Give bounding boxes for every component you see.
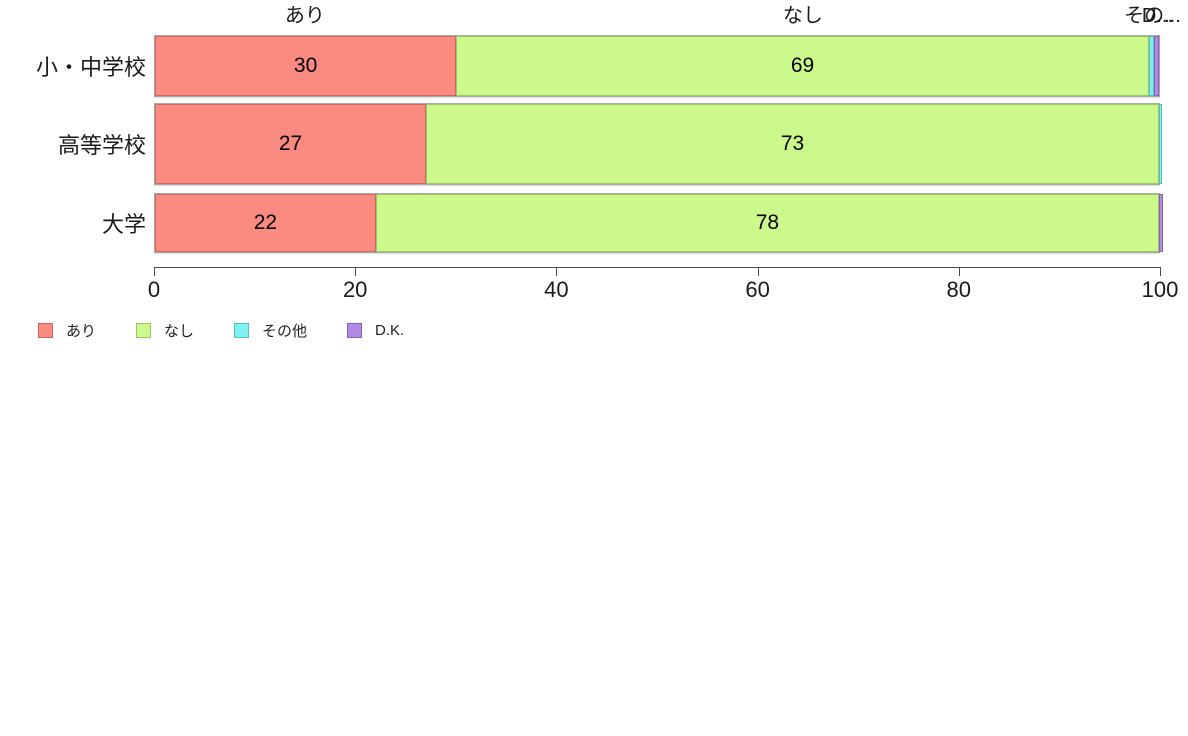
legend-item: なし xyxy=(136,320,194,341)
bar-segment-あり: 22 xyxy=(155,194,376,252)
x-axis-line xyxy=(154,267,1161,268)
axis-tick-label: 100 xyxy=(1141,277,1179,302)
legend-item: その他 xyxy=(234,320,307,341)
bar-row: 22 78 xyxy=(154,193,1163,253)
column-header: あり xyxy=(284,5,325,27)
axis-tick-label: 60 xyxy=(745,277,770,302)
legend-color-swatch-icon xyxy=(347,323,363,338)
axis-tick-label: 0 xyxy=(147,277,161,302)
bar-segment-あり: 27 xyxy=(155,104,427,184)
bar-segment-あり: 30 xyxy=(155,36,457,96)
axis-tick-label: 80 xyxy=(946,277,972,302)
bar-value-label: 30 xyxy=(293,54,318,77)
legend-item: D.K. xyxy=(347,322,404,339)
axis-tick xyxy=(154,267,155,276)
axis-tick xyxy=(556,267,558,276)
stacked-bar-chart: あり なし その... D... 小・中学校 高等学校 大学 30 69 27 73 22 78 あ… xyxy=(0,0,1188,360)
bar-value-label: 73 xyxy=(780,132,805,155)
bar-value-label: 27 xyxy=(278,132,303,155)
bar-segment-なし: 73 xyxy=(426,104,1159,184)
plot-area: 30 69 27 73 22 78 xyxy=(154,0,1163,267)
legend-label: その他 xyxy=(262,323,308,340)
axis-tick xyxy=(757,267,759,276)
bar-value-label: 78 xyxy=(755,211,780,234)
axis-tick xyxy=(958,267,960,276)
category-label: 大学 xyxy=(101,212,146,237)
bar-value-label: 69 xyxy=(790,54,815,77)
legend: あり なし その他 D.K. xyxy=(38,320,404,341)
bar-segment-なし: 69 xyxy=(456,36,1149,96)
column-header: なし xyxy=(782,5,823,27)
legend-color-swatch-icon xyxy=(234,323,250,338)
bar-segment-なし: 78 xyxy=(375,194,1159,252)
bar-segment-その他 xyxy=(1158,104,1162,184)
bar-row: 27 73 xyxy=(154,103,1162,185)
legend-label: なし xyxy=(164,323,195,340)
axis-tick-label: 40 xyxy=(544,277,569,302)
category-labels: 小・中学校高等学校大学 xyxy=(0,0,148,270)
bar-segment-D.K. xyxy=(1153,36,1159,96)
bar-segment-その他 xyxy=(1148,36,1154,96)
column-header: その... xyxy=(1124,5,1181,27)
legend-label: あり xyxy=(66,323,97,340)
legend-item: あり xyxy=(38,320,96,341)
bar-value-label: 22 xyxy=(253,211,278,234)
legend-color-swatch-icon xyxy=(136,323,152,338)
bar-segment-D.K. xyxy=(1158,194,1163,252)
column-headers: あり なし その... D... xyxy=(154,4,1181,30)
axis-tick xyxy=(1160,267,1161,276)
column-header: D... xyxy=(1141,5,1174,27)
bar-row: 30 69 xyxy=(154,35,1160,97)
category-label: 小・中学校 xyxy=(35,55,146,80)
category-label: 高等学校 xyxy=(57,133,146,158)
axis-tick-label: 20 xyxy=(342,277,368,302)
legend-label: D.K. xyxy=(375,322,405,339)
axis-tick xyxy=(355,267,357,276)
legend-color-swatch-icon xyxy=(38,323,53,338)
